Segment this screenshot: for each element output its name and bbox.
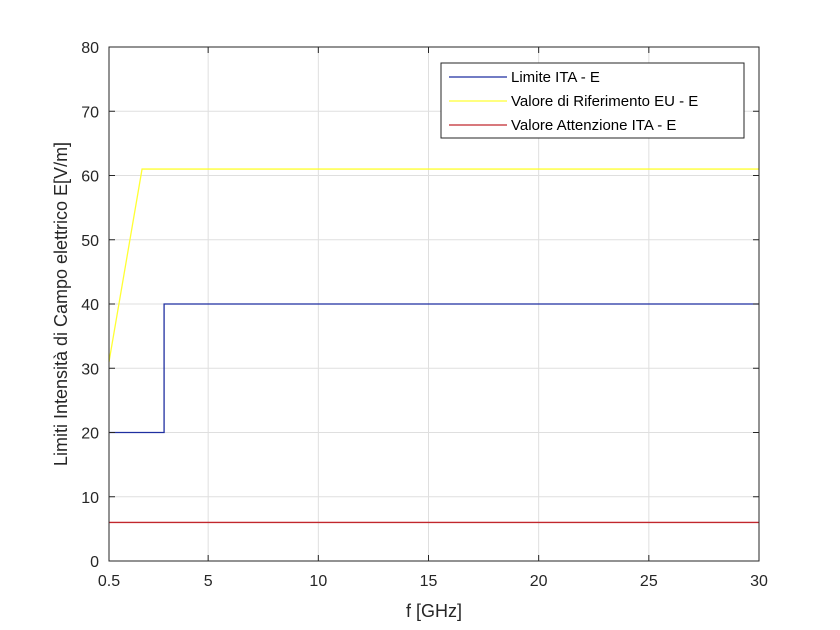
- y-tick-label: 60: [81, 169, 99, 186]
- y-tick-label: 80: [81, 40, 99, 57]
- x-tick-label: 10: [309, 573, 327, 590]
- legend-label-1: Limite ITA - E: [511, 69, 600, 86]
- y-tick-label: 30: [81, 361, 99, 378]
- x-axis-label: f [GHz]: [406, 601, 462, 621]
- x-tick-label: 5: [204, 573, 213, 590]
- series-line-2: [108, 168, 759, 362]
- y-tick-label: 50: [81, 233, 99, 250]
- series-line-1: [109, 303, 759, 434]
- x-tick-label: 20: [530, 573, 548, 590]
- x-axis: 0.5 5 10 15 20 25 30: [98, 47, 768, 590]
- y-axis-label: Limiti Intensità di Campo elettrico E[V/…: [51, 142, 71, 466]
- y-tick-label: 20: [81, 426, 99, 443]
- x-tick-label: 0.5: [98, 573, 120, 590]
- legend: Limite ITA - E Valore di Riferimento EU -…: [440, 62, 745, 139]
- y-tick-label: 10: [81, 490, 99, 507]
- x-tick-label: 15: [420, 573, 438, 590]
- y-tick-label: 70: [81, 104, 99, 121]
- y-tick-label: 40: [81, 297, 99, 314]
- series-group: [108, 168, 759, 524]
- y-tick-label: 0: [90, 554, 99, 571]
- legend-label-3: Valore Attenzione ITA - E: [511, 117, 676, 134]
- y-axis: 0 10 20 30 40 50 60 70 80: [81, 40, 759, 571]
- legend-label-2: Valore di Riferimento EU - E: [511, 93, 698, 110]
- x-tick-label: 30: [750, 573, 768, 590]
- x-tick-label: 25: [640, 573, 658, 590]
